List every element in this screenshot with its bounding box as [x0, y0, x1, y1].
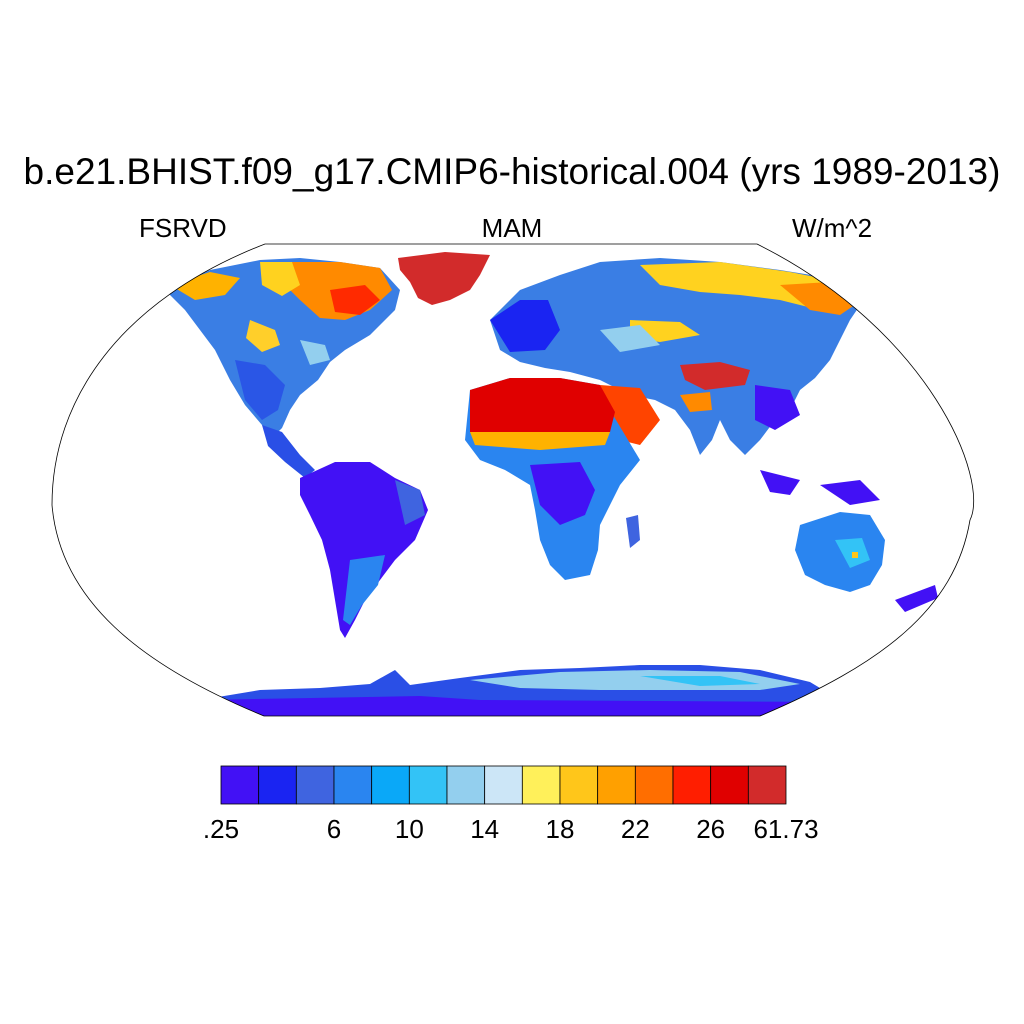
colorbar-swatch	[295, 765, 335, 805]
colorbar-tick-label: .25	[202, 814, 240, 844]
colorbar-swatch	[559, 765, 599, 805]
colorbar-swatch	[747, 765, 787, 805]
colorbar-swatch	[408, 765, 448, 805]
colorbar-swatch	[710, 765, 749, 805]
colorbar-tick-label: 14	[470, 814, 500, 844]
colorbar-swatch	[220, 765, 260, 805]
south-america	[300, 462, 428, 638]
colorbar-swatch	[634, 765, 674, 805]
colorbar-tick-label: 26	[696, 814, 726, 844]
colorbar-swatch	[446, 765, 486, 805]
colorbar-swatch	[371, 765, 410, 805]
variable-label: FSRVD	[139, 213, 227, 243]
colorbar	[220, 765, 787, 805]
colorbar-swatch	[484, 765, 523, 805]
units-label: W/m^2	[792, 213, 873, 243]
greenland	[398, 252, 490, 305]
season-label: MAM	[481, 213, 543, 243]
australia	[795, 512, 885, 592]
colorbar-swatch	[672, 765, 712, 805]
colorbar-tick-label: 10	[394, 814, 424, 844]
colorbar-tick-label: 22	[620, 814, 650, 844]
map-land-fill	[165, 252, 938, 716]
map-border	[51, 243, 974, 717]
colorbar-swatch	[521, 765, 561, 805]
colorbar-tick-label: 18	[545, 814, 575, 844]
colorbar-tick-label: 61.73	[753, 814, 819, 844]
colorbar-tick-label: 6	[326, 814, 342, 844]
colorbar-swatch	[258, 765, 297, 805]
plot-title: b.e21.BHIST.f09_g17.CMIP6-historical.004…	[23, 151, 1001, 192]
colorbar-swatch	[333, 765, 373, 805]
colorbar-swatch	[597, 765, 636, 805]
